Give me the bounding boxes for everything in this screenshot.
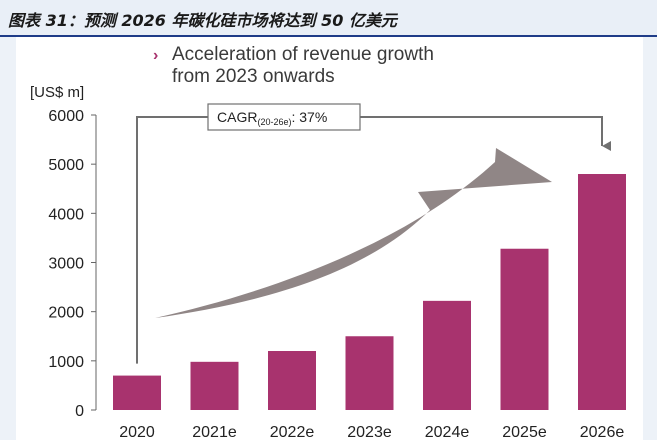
bar-2026e [578,174,626,410]
growth-arrow [155,148,552,318]
y-tick-label: 3000 [48,256,84,273]
y-tick-label: 0 [75,403,84,420]
bar-2024e [423,300,471,410]
chart-title-line-1: Acceleration of revenue growth [172,44,434,65]
cagr-subscript: (20-26e) [257,117,291,127]
y-tick-label: 1000 [48,354,84,371]
bar-2021e [190,361,239,410]
bars-group [113,174,626,410]
bar-2025e [500,248,549,410]
y-tick-label: 4000 [48,206,84,223]
x-tick-label: 2023e [347,424,392,440]
x-tick-label: 2022e [270,424,315,440]
left-margin-strip [0,37,16,440]
title-bullet: › [153,47,158,64]
bar-2020 [113,375,161,410]
figure-header: 图表 31：预测 2026 年碳化硅市场将达到 50 亿美元 [0,0,657,37]
y-tick-label: 5000 [48,157,84,174]
figure-title: 图表 31：预测 2026 年碳化硅市场将达到 50 亿美元 [8,11,397,30]
x-axis-ticks: 2020 2021e 2022e 2023e 2024e 2025e 2026e [119,424,624,440]
x-tick-label: 2026e [580,424,625,440]
x-tick-label: 2024e [425,424,470,440]
cagr-label: CAGR(20-26e): 37% [217,109,327,127]
chart-title-line-2: from 2023 onwards [172,66,335,87]
cagr-label-box [207,103,361,131]
header-rule [0,35,657,37]
y-tick-label: 6000 [48,108,84,125]
y-tick-label: 2000 [48,305,84,322]
cagr-suffix: : 37% [291,109,327,125]
y-axis-ticks: 0 1000 2000 3000 4000 5000 6000 [48,108,96,420]
bar-2023e [345,336,394,410]
bar-2022e [268,351,316,410]
cagr-bracket [136,116,611,364]
y-unit-label: [US$ m] [30,84,84,101]
cagr-prefix: CAGR [217,109,257,125]
right-margin-strip [643,37,657,440]
x-tick-label: 2020 [119,424,155,440]
x-tick-label: 2021e [192,424,237,440]
x-tick-label: 2025e [502,424,547,440]
